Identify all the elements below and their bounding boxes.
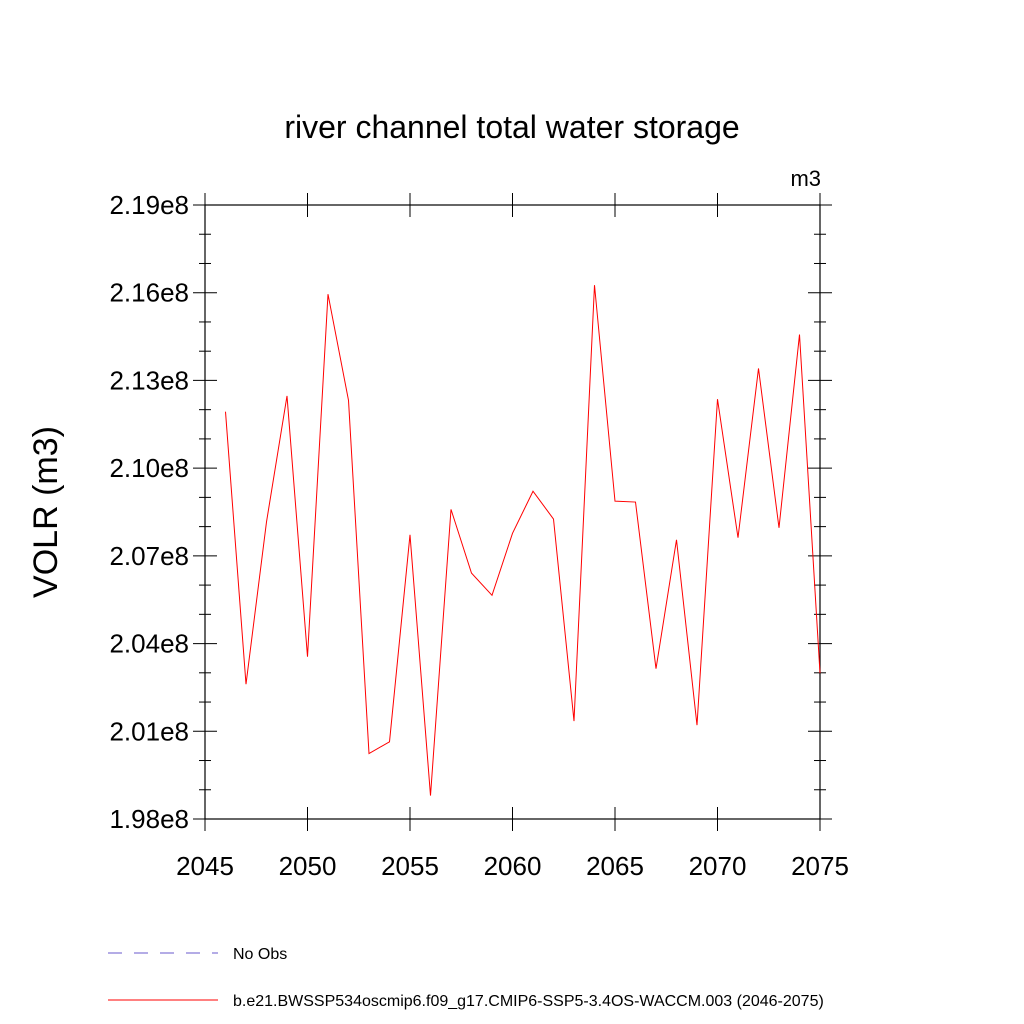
x-tick-label: 2075 [791, 851, 849, 881]
plot-frame [204, 204, 821, 820]
legend: No Obs b.e21.BWSSP534oscmip6.f09_g17.CMI… [108, 946, 824, 1010]
x-tick-label: 2045 [176, 851, 234, 881]
chart-title: river channel total water storage [284, 109, 739, 145]
y-tick-label: 1.98e8 [109, 804, 189, 834]
y-axis-ticks: 1.98e8 2.01e8 2.04e8 2.07e8 2.10e8 2.13e8 2.16… [109, 190, 832, 834]
y-tick-label: 2.07e8 [109, 541, 189, 571]
y-tick-label: 2.16e8 [109, 278, 189, 308]
x-axis-ticks: 2045 2050 2055 2060 2065 2070 2075 [176, 193, 849, 881]
x-tick-label: 2070 [689, 851, 747, 881]
y-tick-label: 2.13e8 [109, 365, 189, 395]
series-layer [225, 285, 821, 796]
legend-label-no-obs: No Obs [233, 946, 287, 963]
y-tick-label: 2.19e8 [109, 190, 189, 220]
x-tick-label: 2055 [381, 851, 439, 881]
units-label: m3 [790, 166, 821, 191]
y-tick-label: 2.01e8 [109, 716, 189, 746]
x-tick-label: 2060 [484, 851, 542, 881]
series-line [225, 285, 821, 796]
y-axis-label: VOLR (m3) [27, 426, 65, 598]
x-tick-label: 2050 [279, 851, 337, 881]
x-tick-label: 2065 [586, 851, 644, 881]
y-tick-label: 2.04e8 [109, 629, 189, 659]
legend-label-series: b.e21.BWSSP534oscmip6.f09_g17.CMIP6-SSP5… [233, 993, 824, 1010]
y-tick-label: 2.10e8 [109, 453, 189, 483]
